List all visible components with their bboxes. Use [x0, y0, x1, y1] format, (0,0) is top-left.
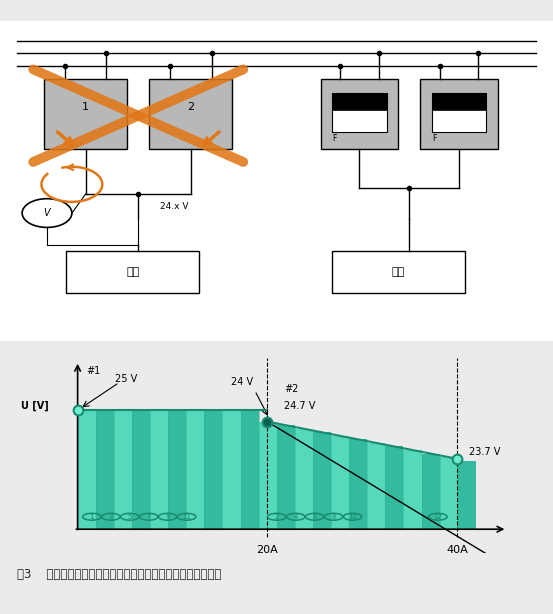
- Text: 40A: 40A: [446, 545, 468, 555]
- Text: F: F: [432, 134, 436, 143]
- Polygon shape: [313, 432, 331, 529]
- Text: #2: #2: [284, 384, 298, 394]
- Text: 负载: 负载: [126, 267, 139, 277]
- Text: 8: 8: [331, 514, 336, 520]
- Polygon shape: [96, 411, 114, 529]
- Text: 5: 5: [128, 514, 132, 520]
- Text: 10: 10: [348, 514, 357, 520]
- Polygon shape: [421, 454, 440, 529]
- Text: 11: 11: [182, 514, 191, 520]
- Polygon shape: [458, 460, 476, 529]
- Bar: [332, 93, 387, 111]
- Polygon shape: [241, 411, 259, 529]
- Polygon shape: [367, 443, 385, 529]
- Text: 3: 3: [108, 514, 113, 520]
- Bar: [321, 79, 398, 149]
- Polygon shape: [331, 436, 349, 529]
- Polygon shape: [186, 411, 204, 529]
- Text: 24.7 V: 24.7 V: [284, 401, 315, 411]
- Text: 1: 1: [90, 514, 94, 520]
- Text: 图3    采用被动式均衡电流的并联运行模式的输出电流分布现象: 图3 采用被动式均衡电流的并联运行模式的输出电流分布现象: [17, 568, 221, 581]
- Text: V: V: [44, 208, 50, 218]
- Polygon shape: [132, 411, 150, 529]
- Text: 9: 9: [165, 514, 170, 520]
- Text: 12: 12: [434, 514, 442, 520]
- Text: 1: 1: [82, 102, 89, 112]
- Polygon shape: [150, 411, 168, 529]
- Bar: [332, 93, 387, 131]
- Bar: [432, 93, 486, 131]
- Bar: [332, 251, 465, 293]
- Text: 2: 2: [187, 102, 194, 112]
- Polygon shape: [276, 426, 295, 529]
- Text: #1: #1: [86, 366, 100, 376]
- Text: 7: 7: [147, 514, 151, 520]
- Text: 负载: 负载: [392, 267, 405, 277]
- Polygon shape: [168, 411, 186, 529]
- Polygon shape: [349, 440, 367, 529]
- Polygon shape: [295, 429, 313, 529]
- Text: 6: 6: [312, 514, 317, 520]
- Polygon shape: [204, 411, 222, 529]
- Bar: [432, 93, 486, 111]
- Bar: [44, 79, 127, 149]
- Polygon shape: [404, 450, 421, 529]
- Text: 4: 4: [294, 514, 298, 520]
- Text: 24 V: 24 V: [231, 378, 253, 387]
- Polygon shape: [385, 446, 404, 529]
- Text: 23.7 V: 23.7 V: [469, 448, 501, 457]
- Bar: [66, 251, 199, 293]
- Polygon shape: [114, 411, 132, 529]
- Text: F: F: [332, 134, 337, 143]
- Polygon shape: [222, 411, 241, 529]
- Polygon shape: [259, 422, 276, 529]
- Text: 25 V: 25 V: [115, 374, 137, 384]
- Text: U [V]: U [V]: [20, 401, 49, 411]
- Polygon shape: [440, 457, 458, 529]
- Text: 20A: 20A: [257, 545, 278, 555]
- Text: 2: 2: [274, 514, 279, 520]
- Bar: [149, 79, 232, 149]
- Polygon shape: [77, 411, 96, 529]
- Bar: [420, 79, 498, 149]
- Text: 24.x V: 24.x V: [160, 202, 189, 211]
